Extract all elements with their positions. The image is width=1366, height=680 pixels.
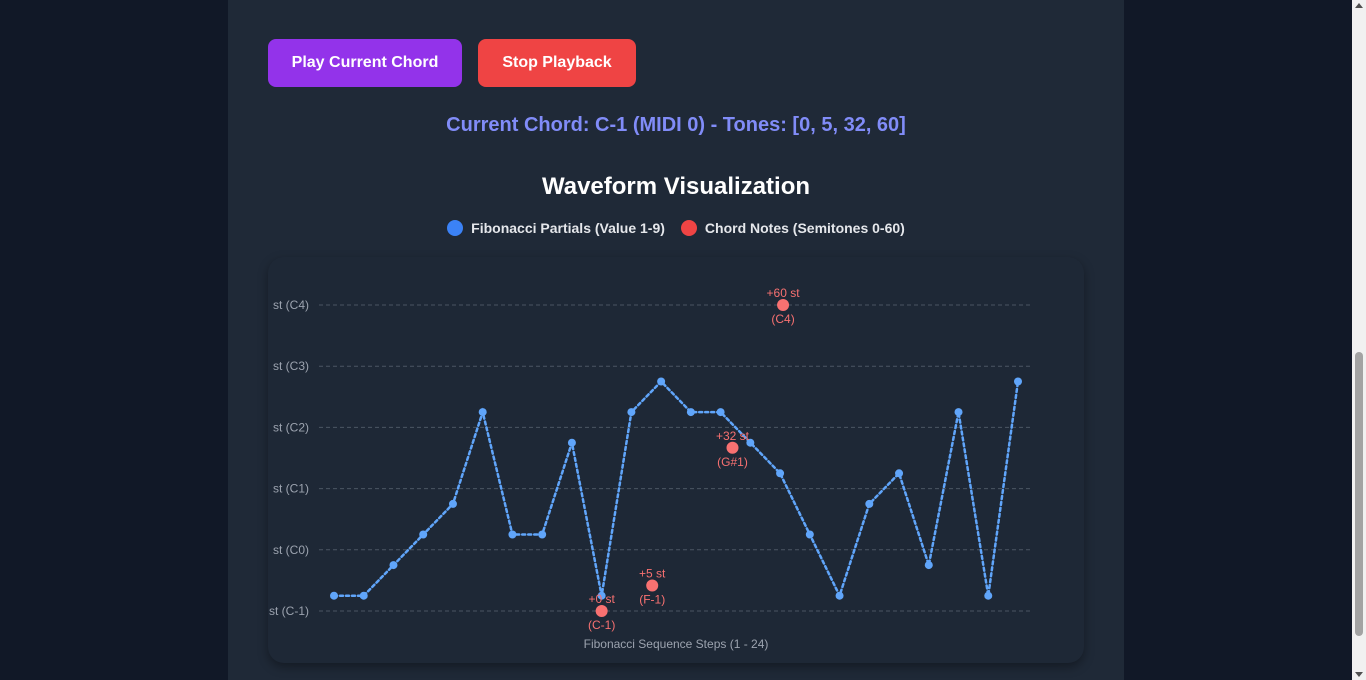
chart-title: Waveform Visualization (541, 173, 811, 200)
legend-item-chord-notes[interactable]: Chord Notes (Semitones 0-60) (680, 220, 905, 236)
chord-note-name-0: (C-1) (588, 618, 615, 632)
chord-note-label-0: +0 st (588, 592, 615, 606)
partial-point-17 (805, 530, 814, 539)
chord-note-label-3: +60 st (767, 286, 801, 300)
chord-note-point-0 (595, 605, 608, 617)
main-panel: Play Current Chord Stop Playback Current… (228, 0, 1124, 680)
y-tick-label-2: st (C1) (273, 482, 309, 496)
y-tick-label-1: st (C0) (273, 543, 309, 557)
partial-point-2 (359, 591, 368, 600)
y-tick-label-4: st (C3) (273, 359, 309, 373)
partial-point-15 (746, 438, 755, 447)
partial-point-6 (478, 408, 487, 417)
scroll-down-icon[interactable] (1355, 672, 1363, 677)
stop-playback-button[interactable]: Stop Playback (478, 39, 636, 87)
chart-legend: Fibonacci Partials (Value 1-9) Chord Not… (228, 220, 1124, 236)
partial-point-24 (1014, 377, 1022, 386)
y-tick-label-3: st (C2) (273, 420, 309, 434)
legend-label-chord-notes: Chord Notes (Semitones 0-60) (704, 220, 905, 236)
partial-point-9 (567, 438, 576, 447)
partial-point-11 (627, 408, 636, 417)
partial-point-23 (984, 591, 993, 600)
partial-point-13 (686, 408, 695, 417)
waveform-chart: st (C-1) st (C0) st (C1) st (C2) st (C3) st (… (269, 286, 1033, 651)
scroll-up-icon[interactable] (1355, 3, 1363, 8)
chord-note-point-2 (726, 441, 739, 454)
y-tick-label-0: st (C-1) (269, 604, 309, 618)
legend-dot-chord-notes (680, 220, 697, 236)
partial-point-21 (924, 561, 933, 570)
chord-notes-series: +0 st (C-1) +5 st (F-1) +32 st (G#1) +60 st (C4… (588, 286, 800, 632)
partial-point-10 (597, 591, 606, 600)
chord-note-point-3 (777, 299, 790, 311)
partial-point-5 (448, 499, 457, 508)
chord-note-name-1: (F-1) (639, 593, 665, 607)
legend-item-partials[interactable]: Fibonacci Partials (Value 1-9) (447, 220, 665, 236)
x-axis-label: Fibonacci Sequence Steps (1 - 24) (584, 637, 769, 651)
chord-note-name-2: (G#1) (717, 455, 748, 469)
grid-lines (319, 304, 1033, 612)
chord-note-label-1: +5 st (639, 567, 666, 581)
partial-point-22 (954, 408, 963, 417)
partial-point-14 (716, 408, 725, 417)
page-scrollbar[interactable] (1352, 0, 1366, 680)
chord-note-label-2: +32 st (716, 429, 750, 443)
waveform-chart-card: st (C-1) st (C0) st (C1) st (C2) st (C3) st (… (268, 257, 1084, 663)
y-tick-label-5: st (C4) (273, 298, 309, 312)
partial-point-12 (657, 377, 666, 386)
partial-point-8 (538, 530, 547, 539)
partial-point-18 (835, 591, 844, 600)
partial-point-7 (508, 530, 517, 539)
partial-point-19 (865, 499, 874, 508)
partials-line (332, 379, 1020, 600)
scrollbar-thumb[interactable] (1355, 352, 1363, 636)
play-chord-button[interactable]: Play Current Chord (268, 39, 462, 87)
partial-point-20 (895, 469, 904, 478)
partials-series (330, 377, 1022, 600)
partial-point-1 (330, 591, 338, 600)
partial-point-3 (389, 561, 398, 570)
legend-dot-partials (447, 220, 464, 236)
current-chord-text: Current Chord: C-1 (MIDI 0) - Tones: [0,… (446, 114, 906, 136)
partial-point-16 (776, 469, 785, 478)
chord-note-point-1 (646, 579, 659, 592)
chord-note-name-3: (C4) (771, 312, 794, 326)
y-axis-ticks: st (C-1) st (C0) st (C1) st (C2) st (C3) st (… (269, 298, 309, 618)
legend-label-partials: Fibonacci Partials (Value 1-9) (471, 220, 665, 236)
partial-point-4 (419, 530, 428, 539)
